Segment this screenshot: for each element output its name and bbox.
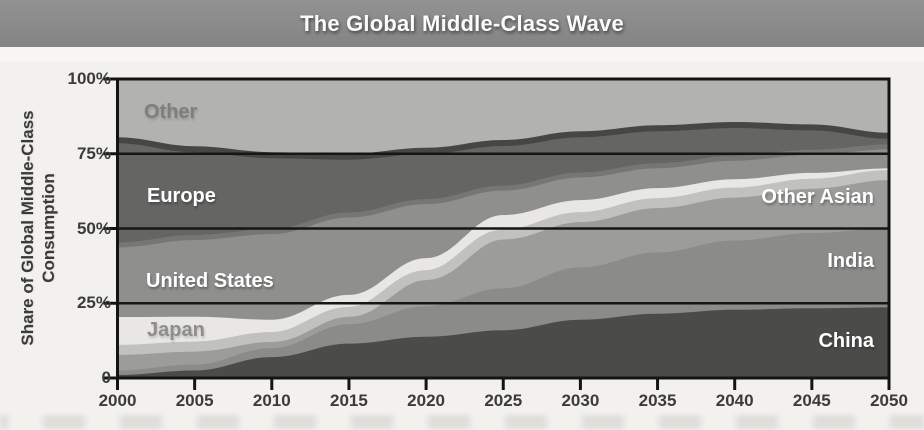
- y-axis-label-25pct: 25%: [76, 293, 111, 313]
- region-label-japan: Japan: [147, 319, 205, 341]
- y-axis-label-100pct: 100%: [67, 69, 111, 88]
- x-axis-label-2030: 2030: [561, 391, 600, 410]
- region-edge-united-states: [117, 144, 889, 248]
- x-axis-label-2010: 2010: [252, 391, 291, 410]
- x-axis-label-2050: 2050: [870, 391, 908, 410]
- x-axis-label-2005: 2005: [175, 391, 214, 410]
- y-axis-label-50pct: 50%: [76, 218, 111, 238]
- x-axis-label-2020: 2020: [407, 391, 445, 410]
- region-area-china: [117, 307, 889, 378]
- region-label-europe: Europe: [147, 185, 216, 207]
- x-axis-label-2035: 2035: [638, 391, 677, 410]
- region-label-other-asian: Other Asian: [761, 186, 874, 208]
- x-axis-label-2040: 2040: [715, 391, 754, 410]
- chart-title: The Global Middle-Class Wave: [300, 10, 624, 36]
- region-label-united-states: United States: [146, 270, 274, 292]
- x-axis-label-2015: 2015: [330, 391, 368, 410]
- y-axis-label-0: 0: [101, 368, 111, 387]
- title-bar-underlay: [0, 47, 924, 62]
- region-label-china: China: [818, 330, 874, 352]
- x-axis-label-2045: 2045: [792, 391, 831, 410]
- x-axis-label-2000: 2000: [98, 391, 137, 410]
- y-axis-label-75pct: 75%: [76, 143, 111, 163]
- region-label-india: India: [827, 250, 874, 272]
- region-edge-other-asian: [117, 170, 889, 355]
- y-axis-title-line1: Share of Global Middle-Class: [18, 110, 37, 346]
- title-bar: The Global Middle-Class Wave: [0, 0, 924, 48]
- region-label-other: Other: [144, 101, 198, 123]
- x-axis-label-2025: 2025: [484, 391, 523, 410]
